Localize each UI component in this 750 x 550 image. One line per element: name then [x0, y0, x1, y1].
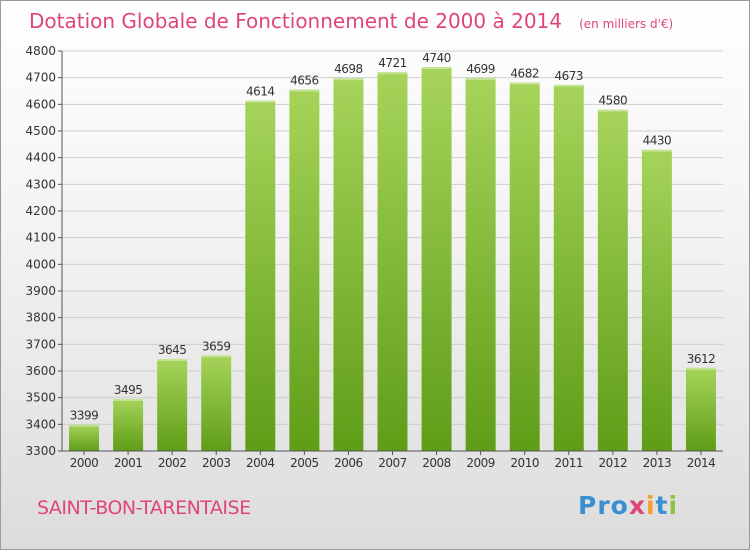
x-tick-label: 2009	[466, 456, 495, 470]
proxiti-logo: Proxiti	[578, 491, 678, 520]
x-tick-label: 2006	[334, 456, 363, 470]
data-label: 4721	[378, 56, 407, 70]
logo-part: i	[645, 491, 656, 520]
bar	[113, 399, 144, 451]
bar-highlight	[421, 67, 452, 69]
y-axis-ticks: 3300 3400 3500 3600 3700 3800 3900 4000 4100 4200…	[25, 44, 62, 458]
logo-part: t	[655, 491, 669, 520]
bar	[421, 67, 452, 451]
data-label: 4614	[246, 85, 275, 99]
bar-highlight	[69, 424, 100, 427]
title-row: Dotation Globale de Fonctionnement de 20…	[29, 9, 673, 33]
x-tick-label: 2010	[510, 456, 539, 470]
data-label: 3612	[687, 352, 716, 366]
data-label: 3659	[202, 339, 231, 353]
y-tick-label: 3600	[25, 364, 56, 378]
bar	[69, 424, 100, 451]
data-label: 4699	[466, 62, 495, 76]
data-label: 4430	[643, 134, 672, 148]
x-tick-label: 2008	[422, 456, 451, 470]
bar	[509, 82, 540, 451]
y-tick-label: 4300	[25, 177, 56, 191]
y-tick-label: 3400	[25, 417, 56, 431]
bar-chart: 3300 3400 3500 3600 3700 3800 3900 4000 4100 4200…	[25, 44, 723, 470]
x-tick-label: 2003	[202, 456, 231, 470]
data-label: 3399	[70, 409, 99, 423]
y-tick-label: 4200	[25, 204, 56, 218]
bar-highlight	[377, 72, 408, 75]
y-tick-label: 4100	[25, 231, 56, 245]
bar-highlight	[509, 82, 540, 85]
bar	[685, 367, 716, 451]
bar	[245, 100, 276, 451]
bar-highlight	[553, 84, 584, 87]
x-tick-label: 2007	[378, 456, 407, 470]
chart-title: Dotation Globale de Fonctionnement de 20…	[29, 9, 562, 33]
bar-highlight	[201, 355, 232, 358]
x-tick-label: 2002	[158, 456, 187, 470]
bar-highlight	[465, 77, 496, 80]
data-label: 4673	[554, 69, 583, 83]
data-label: 4682	[510, 66, 539, 80]
y-tick-label: 4500	[25, 124, 56, 138]
logo-part: Pro	[578, 491, 629, 520]
data-label: 4740	[422, 51, 451, 65]
bar	[465, 77, 496, 451]
bar	[553, 84, 584, 451]
bar-highlight	[333, 78, 364, 81]
logo-part: x	[628, 491, 646, 520]
bars	[69, 67, 716, 452]
y-tick-label: 4800	[25, 44, 56, 58]
bar-highlight	[597, 109, 628, 112]
bar-highlight	[289, 89, 320, 92]
data-label: 4698	[334, 62, 363, 76]
location-name: SAINT-BON-TARENTAISE	[37, 497, 251, 519]
bar-highlight	[113, 399, 144, 401]
data-label: 4580	[599, 94, 628, 108]
y-tick-label: 3900	[25, 284, 56, 298]
y-tick-label: 4600	[25, 97, 56, 111]
bar	[641, 149, 672, 451]
axes	[61, 51, 723, 452]
chart-unit: (en milliers d'€)	[579, 17, 674, 31]
data-labels: 3399 3495 3645 3659 4614 4656 4698 4721 4740 4699…	[70, 51, 716, 423]
bar-highlight	[245, 100, 276, 103]
data-label: 4656	[290, 73, 319, 87]
bar-highlight	[685, 367, 716, 370]
data-label: 3645	[158, 343, 187, 357]
x-tick-label: 2001	[114, 456, 143, 470]
bar	[157, 359, 188, 451]
y-tick-label: 3700	[25, 337, 56, 351]
bar	[377, 72, 408, 452]
x-tick-label: 2004	[246, 456, 275, 470]
x-tick-label: 2013	[643, 456, 672, 470]
bar	[333, 78, 364, 451]
x-tick-label: 2014	[687, 456, 716, 470]
bar	[289, 89, 320, 452]
logo-part: i	[668, 491, 679, 520]
y-tick-label: 4400	[25, 151, 56, 165]
data-label: 3495	[114, 383, 143, 397]
bar-highlight	[157, 359, 188, 361]
x-axis-ticks: 2000 2001 2002 2003 2004 2005 2006 2007 2008 2009…	[70, 451, 716, 470]
bar-highlight	[641, 149, 672, 152]
bar	[597, 109, 628, 452]
bar	[201, 355, 232, 451]
x-tick-label: 2012	[599, 456, 628, 470]
y-tick-label: 4000	[25, 257, 56, 271]
y-tick-label: 3500	[25, 391, 56, 405]
x-tick-label: 2011	[554, 456, 583, 470]
y-tick-label: 3800	[25, 311, 56, 325]
x-tick-label: 2005	[290, 456, 319, 470]
x-tick-label: 2000	[70, 456, 99, 470]
y-tick-label: 4700	[25, 71, 56, 85]
y-tick-label: 3300	[25, 444, 56, 458]
